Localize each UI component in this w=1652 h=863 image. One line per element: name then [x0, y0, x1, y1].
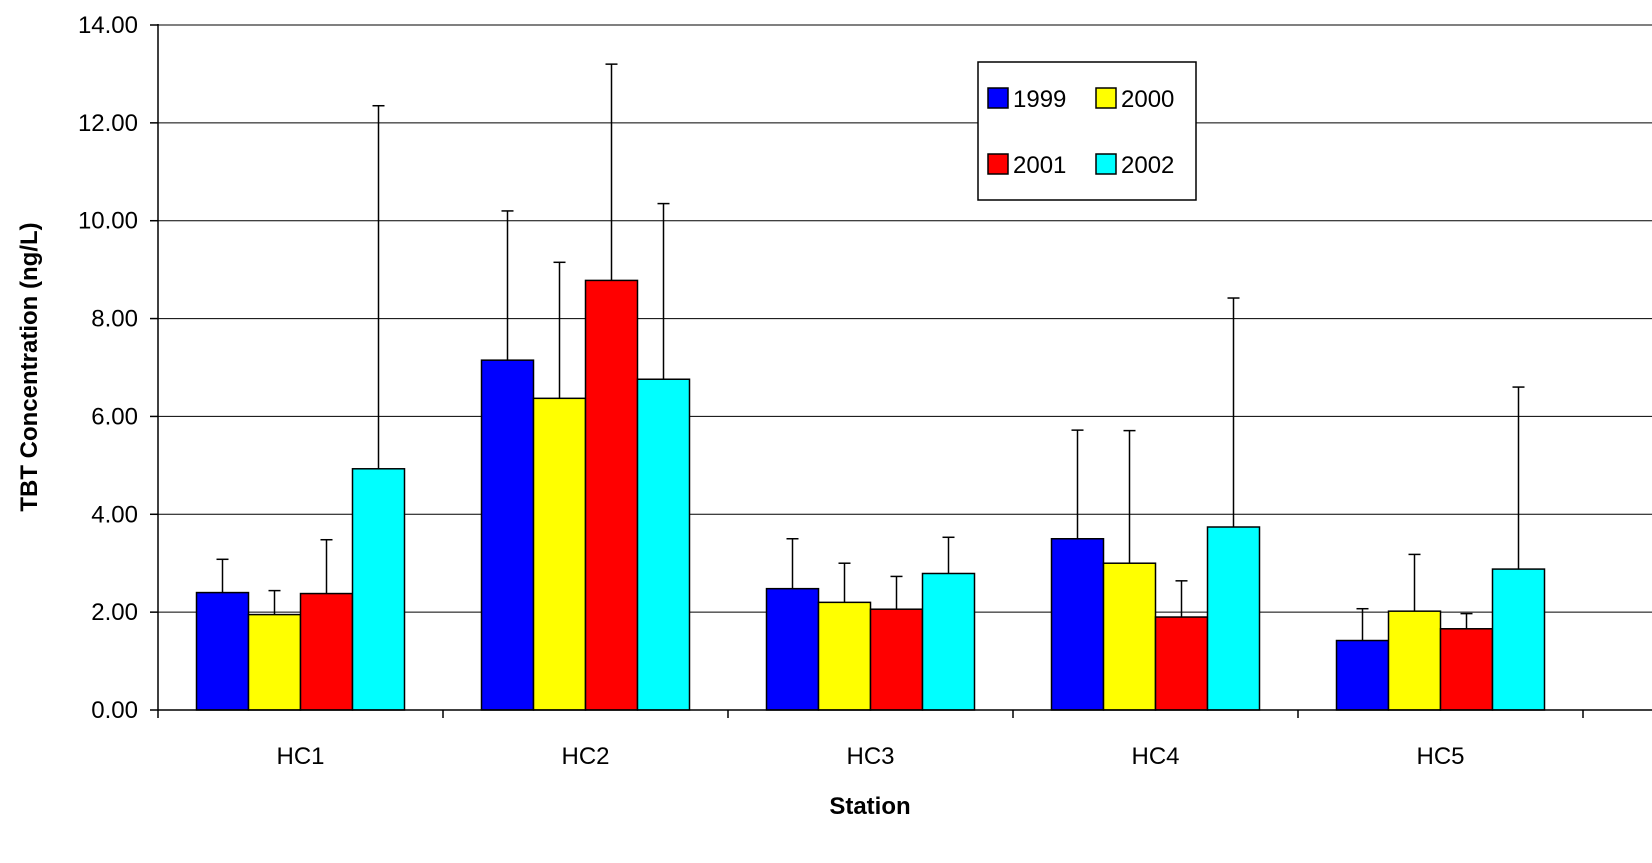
bar-2001-HC3	[869, 608, 924, 711]
bar-2000-HC4	[1102, 562, 1157, 711]
gridlines	[158, 24, 1652, 613]
legend-label-1999: 1999	[1013, 86, 1066, 113]
bar-2002-HC5	[1491, 568, 1546, 711]
axes	[150, 24, 1652, 718]
bar-1999-HC5	[1335, 639, 1390, 711]
bar-2001-HC4	[1154, 616, 1209, 711]
bar-2002-HC2	[636, 378, 691, 711]
legend-label-2001: 2001	[1013, 152, 1066, 179]
bar-1999-HC2	[480, 359, 535, 711]
y-tick-label: 0.00	[91, 697, 138, 724]
bar-1999-HC4	[1050, 538, 1105, 711]
bars	[195, 279, 1546, 711]
bar-2001-HC1	[299, 592, 354, 711]
legend: 1999 2000 2001 2002	[977, 61, 1197, 201]
legend-label-2002: 2002	[1121, 152, 1174, 179]
x-tick-label: HC5	[1416, 743, 1464, 770]
y-tick-label: 6.00	[91, 403, 138, 430]
bar-2000-HC1	[247, 613, 302, 711]
tick-labels: 0.00 2.00 4.00 6.00 8.00 10.00 12.00 14.00 HC1 HC…	[78, 12, 1465, 770]
bar-2001-HC5	[1439, 628, 1494, 711]
bar-2000-HC3	[817, 601, 872, 711]
bar-2002-HC4	[1206, 526, 1261, 711]
legend-swatch-2000	[1095, 87, 1117, 109]
bar-2002-HC1	[351, 468, 406, 711]
x-tick-label: HC3	[846, 743, 894, 770]
bar-2000-HC2	[532, 397, 587, 711]
legend-label-2000: 2000	[1121, 86, 1174, 113]
y-tick-label: 14.00	[78, 12, 138, 39]
y-tick-label: 8.00	[91, 306, 138, 333]
y-tick-label: 4.00	[91, 501, 138, 528]
bar-2001-HC2	[584, 279, 639, 711]
x-tick-label: HC4	[1131, 743, 1179, 770]
y-tick-label: 12.00	[78, 110, 138, 137]
y-tick-label: 2.00	[91, 599, 138, 626]
x-tick-label: HC2	[561, 743, 609, 770]
bar-1999-HC3	[765, 587, 820, 711]
legend-swatch-2001	[987, 153, 1009, 175]
y-axis-title: TBT Concentration (ng/L)	[16, 222, 43, 511]
y-tick-label: 10.00	[78, 208, 138, 235]
bar-1999-HC1	[195, 591, 250, 711]
x-tick-label: HC1	[276, 743, 324, 770]
bar-2000-HC5	[1387, 610, 1442, 711]
legend-swatch-1999	[987, 87, 1009, 109]
error-bars	[216, 63, 1525, 641]
x-axis-title: Station	[829, 793, 910, 820]
bar-2002-HC3	[921, 572, 976, 711]
legend-box	[977, 61, 1197, 201]
legend-swatch-2002	[1095, 153, 1117, 175]
